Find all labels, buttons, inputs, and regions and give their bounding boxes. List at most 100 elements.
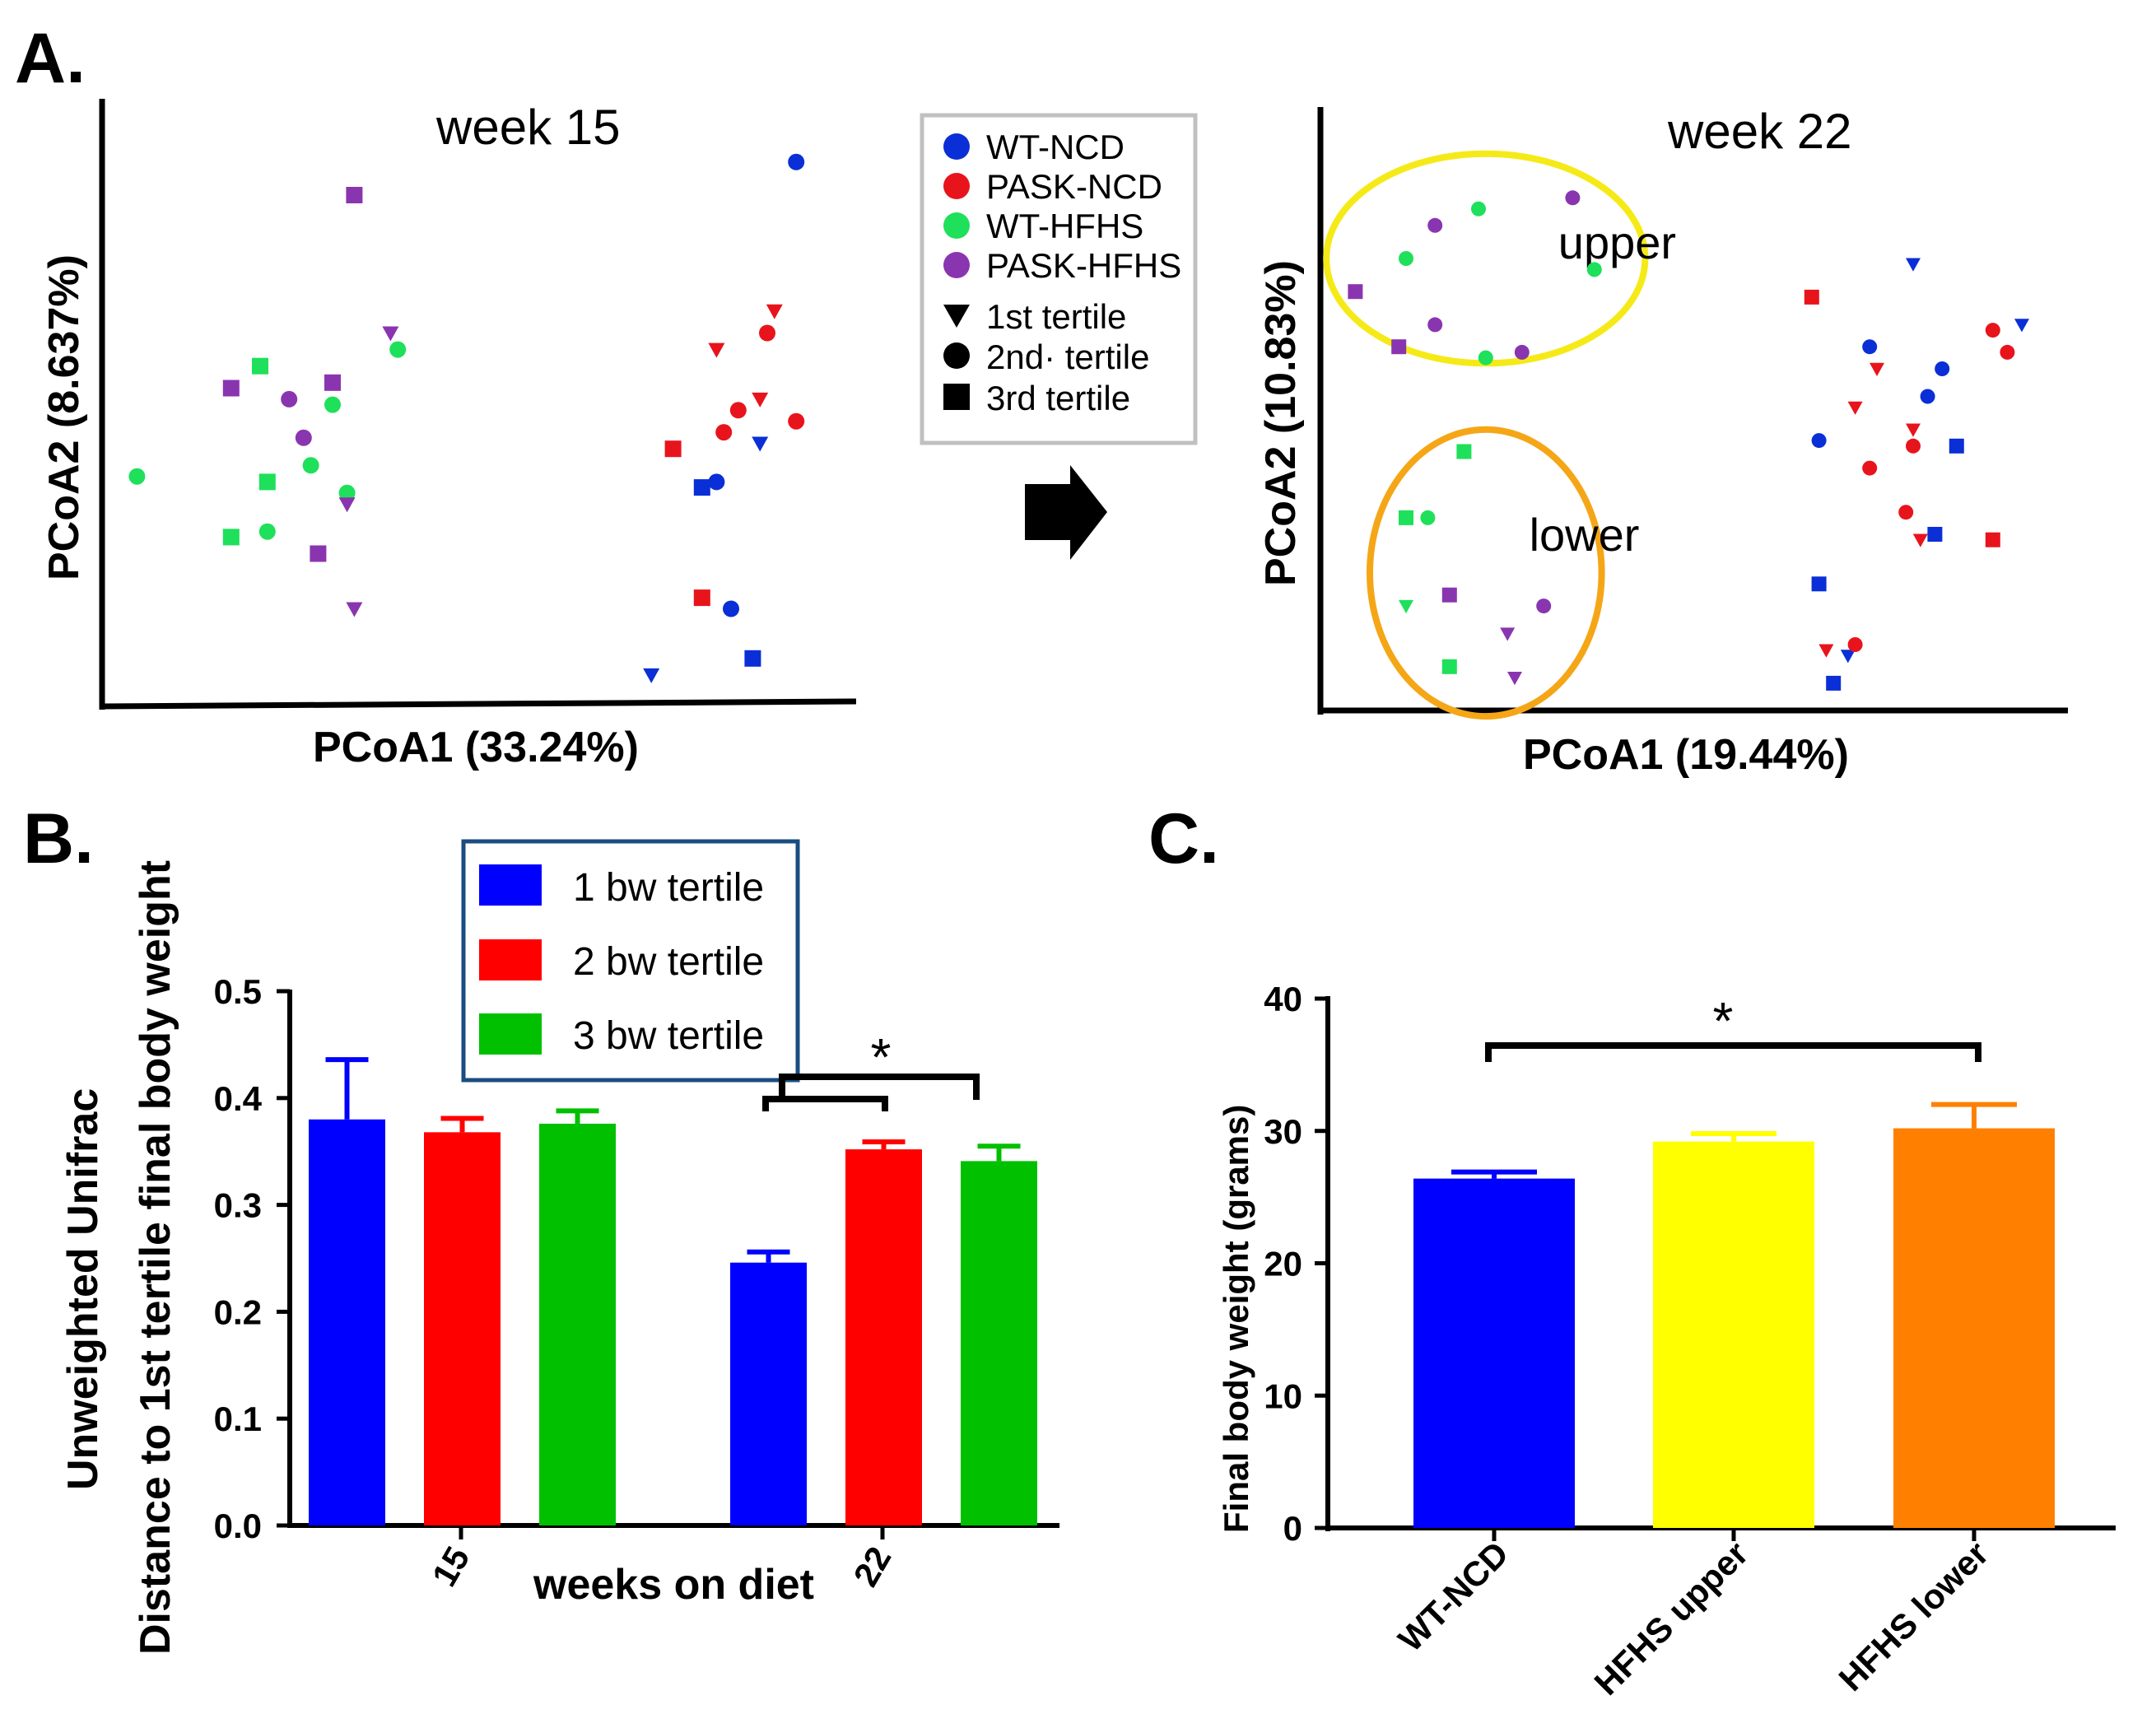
- pcoa_week15-point-7: [715, 424, 733, 441]
- legend-pask-ncd-label: PASK-NCD: [986, 167, 1162, 206]
- unifrac-bar-3bw-15: [539, 1123, 616, 1525]
- legend-triangle-marker: [943, 305, 970, 328]
- unifrac-x-tick-label-15: 15: [424, 1540, 477, 1593]
- pcoa_week15-point-2: [759, 324, 775, 342]
- weight-bar-1: [1653, 1141, 1814, 1528]
- pcoa22-title: week 22: [1667, 104, 1851, 159]
- pcoa_week22-point-36: [1927, 527, 1943, 542]
- unifrac-y-tick-label: 0.0: [214, 1507, 262, 1545]
- pcoa_week22-point-28: [1847, 401, 1863, 415]
- unifrac-y-tick-label: 0.4: [214, 1079, 263, 1118]
- group-legend: WT-NCD PASK-NCD WT-HFHS PASK-HFHS 1st te…: [920, 113, 1198, 445]
- pcoa15-x-axis: [101, 698, 857, 710]
- unifrac-bracket-1v3: [779, 1074, 980, 1100]
- pcoa_week22-point-17: [1441, 659, 1457, 674]
- unifrac-bar-chart: Unweighted Unifrac Distance to 1st terti…: [59, 839, 1059, 1655]
- pcoa_week22-point-22: [1985, 323, 2000, 338]
- legend-1st-tertile-label: 1st tertile: [986, 297, 1126, 336]
- pcoa_week15-point-3: [708, 342, 725, 358]
- unifrac-significance-star: *: [871, 1027, 892, 1087]
- weight-y-tick-label: 20: [1264, 1245, 1302, 1283]
- unifrac-x-tick-label-22: 22: [845, 1540, 898, 1593]
- pcoa_week15-point-19: [252, 357, 268, 375]
- pcoa_week22-point-13: [1441, 587, 1457, 603]
- pcoa_week22-point-12: [1420, 510, 1436, 525]
- pcoa_week15-point-28: [338, 484, 356, 501]
- pcoa_week15-point-0: [788, 153, 805, 170]
- legend-pask-hfhs-swatch: [943, 252, 970, 278]
- unifrac-y-tick-label: 0.5: [214, 972, 262, 1011]
- weight-y-tick-label: 40: [1264, 980, 1302, 1018]
- weight-y-label: Final body weight (grams): [1217, 1105, 1255, 1533]
- region-lower-label: lower: [1530, 509, 1640, 561]
- region-upper-label: upper: [1558, 217, 1676, 268]
- pcoa_week15-point-4: [752, 392, 769, 408]
- legend-pask-hfhs-label: PASK-HFHS: [986, 246, 1181, 285]
- pcoa_week22-point-42: [1826, 675, 1842, 691]
- pcoa_week15-point-8: [752, 436, 769, 452]
- unifrac-bar-3bw-22: [961, 1161, 1037, 1525]
- pcoa_week22-point-40: [1840, 650, 1856, 664]
- pcoa_week22-point-5: [1348, 284, 1363, 300]
- unifrac-bars: 0.0 0.1 0.2 0.3 0.4 0.5 15 22: [214, 972, 1037, 1593]
- legend-1bw-swatch: [479, 864, 542, 906]
- pcoa-week15-plot: week 15 PCoA1 (33.24%) PCoA2 (8.637%): [40, 99, 857, 771]
- panel-a-label: A.: [15, 19, 86, 98]
- pcoa15-x-label: PCoA1 (33.24%): [313, 724, 639, 771]
- pcoa_week22-point-37: [1985, 532, 2000, 547]
- legend-square-marker: [943, 384, 970, 410]
- unifrac-bracket-1v2: [762, 1096, 888, 1111]
- pcoa_week22-point-18: [1507, 672, 1522, 686]
- pcoa_week22-point-1: [1471, 201, 1486, 217]
- pcoa_week22-point-14: [1536, 599, 1552, 614]
- legend-wt-hfhs-swatch: [943, 212, 970, 239]
- pcoa_week15-point-21: [222, 380, 240, 397]
- pcoa_week15-point-15: [643, 668, 660, 683]
- legend-wt-hfhs-label: WT-HFHS: [986, 207, 1143, 245]
- unifrac-x-label: weeks on diet: [533, 1561, 814, 1609]
- unifrac-y-label-main: Unweighted Unifrac: [59, 1088, 107, 1490]
- region-lower-ellipse: [1367, 426, 1605, 720]
- unifrac-bar-2bw-22: [845, 1149, 922, 1525]
- pcoa_week22-point-15: [1399, 599, 1413, 614]
- pcoa_week22-point-20: [1804, 289, 1819, 305]
- pcoa_week22-point-35: [1912, 533, 1928, 547]
- pcoa_week22-point-23: [1862, 339, 1878, 355]
- pcoa_week15-point-13: [723, 600, 739, 617]
- legend-3bw-swatch: [479, 1013, 542, 1055]
- pcoa_week15-point-14: [744, 650, 761, 667]
- pcoa_week15-point-27: [258, 473, 276, 491]
- legend-1bw-label: 1 bw tertile: [573, 866, 764, 910]
- pcoa_week22-point-30: [1811, 433, 1827, 449]
- legend-wt-ncd-swatch: [943, 133, 970, 160]
- body-weight-bar-chart: Final body weight (grams) WT-NCD HFHS upp…: [1217, 980, 2116, 1702]
- panel-b-label: B.: [23, 799, 94, 878]
- pcoa_week15-point-17: [382, 326, 399, 342]
- weight-bracket: [1485, 1042, 1981, 1062]
- pcoa_week15-point-32: [310, 545, 327, 562]
- pcoa_week15-point-24: [295, 429, 312, 446]
- unifrac-bar-1bw-22: [730, 1262, 807, 1525]
- legend-pask-ncd-swatch: [943, 173, 970, 199]
- legend-wt-ncd-label: WT-NCD: [986, 128, 1125, 166]
- pcoa_week22-point-25: [1870, 362, 1884, 376]
- pcoa_week22-point-3: [1399, 251, 1413, 266]
- pcoa22-x-label: PCoA1 (19.44%): [1523, 731, 1849, 779]
- pcoa_week15-point-25: [302, 457, 319, 474]
- weight-x-tick-label-2: HFHS lower: [1831, 1534, 1995, 1698]
- pcoa_week15-point-26: [128, 468, 146, 485]
- pcoa_week22-point-0: [1565, 190, 1581, 206]
- pcoa_week15-point-30: [258, 523, 276, 540]
- pcoa_week15-point-5: [729, 402, 747, 419]
- pcoa_week15-point-29: [338, 497, 356, 513]
- pcoa_week15-point-9: [664, 440, 682, 458]
- pcoa_week22-point-11: [1399, 510, 1413, 525]
- pcoa_week15-point-33: [346, 602, 363, 617]
- pcoa_week22-point-21: [2014, 319, 2029, 333]
- pcoa_week22-point-34: [1898, 505, 1914, 520]
- pcoa_week22-point-19: [1906, 258, 1921, 272]
- pcoa_week22-point-2: [1427, 217, 1443, 233]
- pcoa_week15-point-16: [346, 187, 363, 203]
- pcoa_week22-point-10: [1456, 444, 1472, 459]
